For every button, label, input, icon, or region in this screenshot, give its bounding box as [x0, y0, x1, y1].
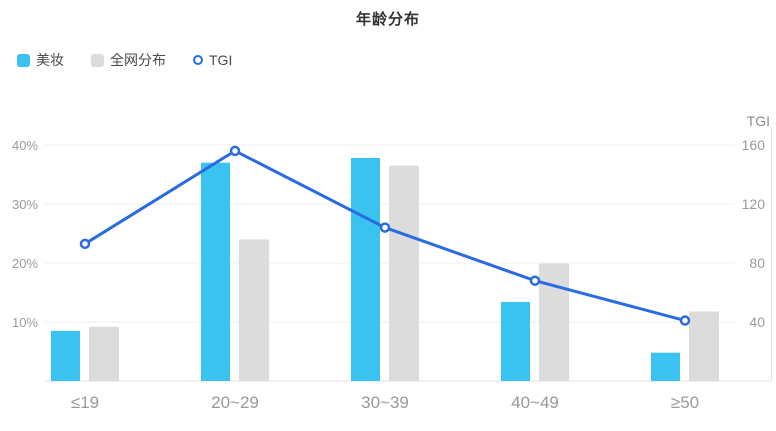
hollow-circle-icon: [193, 55, 203, 65]
chart-legend: 美妆 全网分布 TGI: [17, 50, 259, 70]
legend-label-beauty: 美妆: [36, 52, 64, 68]
chart-title: 年龄分布: [355, 11, 420, 28]
tgi-marker-4[interactable]: [679, 315, 691, 326]
bar-series0-cat2[interactable]: [351, 157, 380, 381]
legend-item-network[interactable]: 全网分布: [91, 50, 166, 70]
bar-series1-cat1[interactable]: [239, 239, 269, 381]
bar-series1-cat4[interactable]: [689, 311, 719, 381]
x-axis-label-0: ≤19: [71, 393, 99, 412]
bar-series1-cat3[interactable]: [539, 263, 569, 381]
bar-series0-cat0[interactable]: [51, 330, 80, 381]
x-axis-label-2: 30~39: [361, 393, 409, 412]
legend-label-tgi: TGI: [209, 52, 233, 68]
legend-label-network: 全网分布: [110, 52, 166, 68]
left-axis-label-40: 40%: [12, 138, 38, 153]
bar-series1-cat0[interactable]: [89, 326, 119, 381]
square-swatch-icon: [17, 53, 30, 67]
right-axis-label-10: 40: [749, 314, 765, 330]
bar-series0-cat4[interactable]: [651, 352, 680, 381]
right-axis-label-20: 80: [749, 255, 765, 271]
legend-item-beauty[interactable]: 美妆: [17, 50, 64, 70]
right-axis-name: TGI: [747, 113, 770, 129]
tgi-marker-3[interactable]: [529, 275, 541, 286]
right-axis-label-40: 160: [742, 137, 766, 153]
tgi-marker-1[interactable]: [229, 145, 241, 157]
bar-series0-cat1[interactable]: [201, 162, 230, 381]
square-swatch-icon: [91, 53, 104, 67]
x-axis-label-3: 40~49: [511, 393, 559, 412]
bar-series1-cat2[interactable]: [389, 165, 419, 381]
x-axis-label-1: 20~29: [211, 393, 259, 412]
bar-series0-cat3[interactable]: [501, 301, 530, 381]
x-axis-label-4: ≥50: [671, 393, 699, 412]
tgi-line: [83, 149, 687, 323]
legend-item-tgi[interactable]: TGI: [193, 52, 232, 68]
left-axis-label-10: 10%: [12, 315, 38, 330]
left-axis-label-20: 20%: [12, 256, 38, 271]
left-axis-label-30: 30%: [12, 197, 38, 212]
right-axis-label-30: 120: [742, 196, 766, 212]
tgi-marker-2[interactable]: [379, 222, 391, 233]
tgi-marker-0[interactable]: [79, 238, 91, 250]
